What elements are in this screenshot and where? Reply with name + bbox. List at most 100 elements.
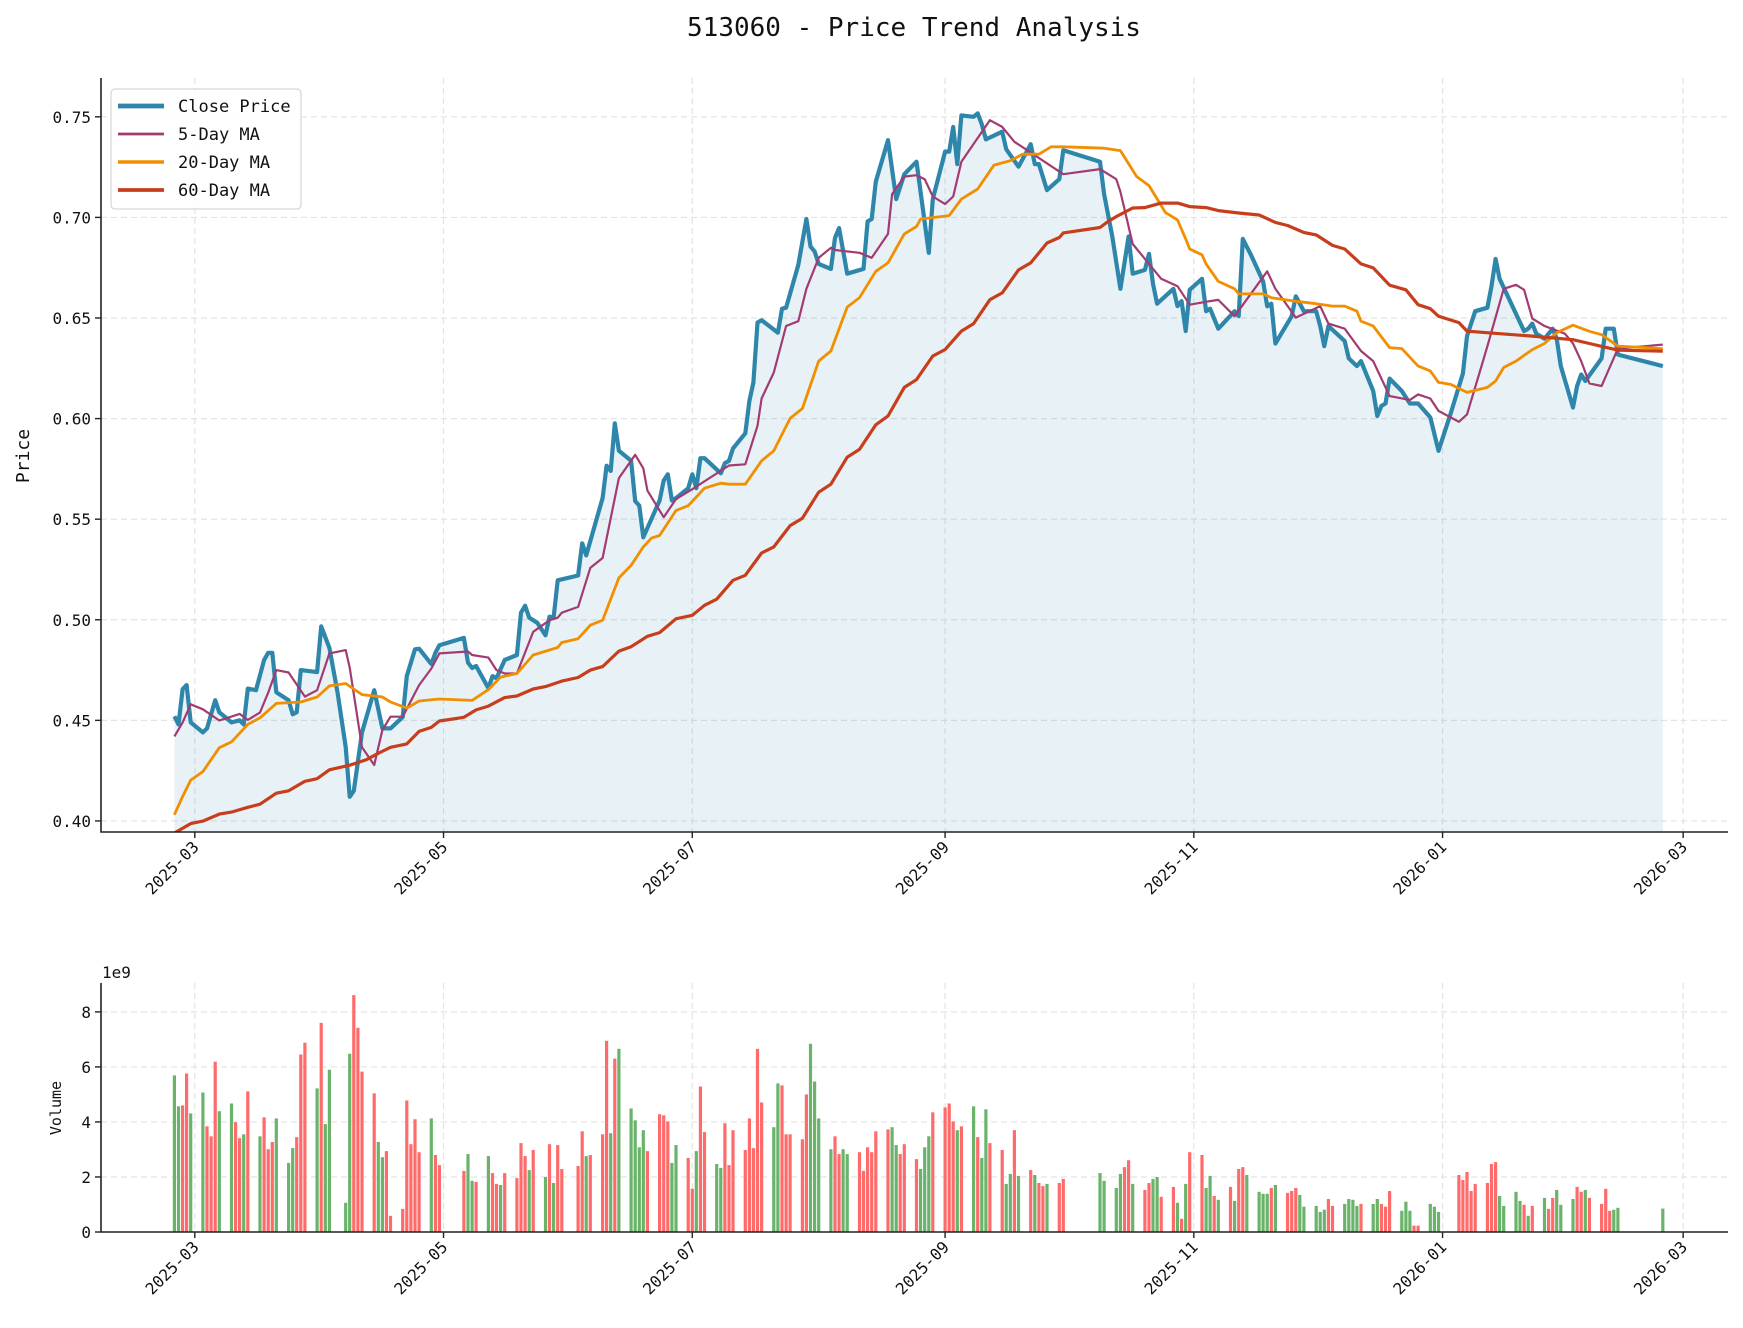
volume-bar [1127,1160,1131,1232]
volume-bar [747,1118,751,1232]
volume-bar [784,1134,788,1232]
volume-bar [499,1185,503,1232]
volume-bar [1579,1191,1583,1232]
volume-bar [1371,1203,1375,1232]
volume-bar [1041,1186,1045,1232]
volume-bar [401,1208,405,1232]
volume-bar [181,1105,185,1232]
legend-label-close: Close Price [178,97,291,117]
volume-bar [1473,1183,1477,1232]
volume-bar [266,1149,270,1232]
volume-bar [1522,1204,1526,1232]
volume-bar [217,1111,221,1232]
volume-bar [543,1177,548,1232]
volume-bar [176,1106,181,1232]
volume-bar [1616,1207,1620,1232]
ma20-line [173,145,1663,816]
volume-bar [1204,1188,1208,1232]
volume-bar [1375,1199,1379,1232]
volume-bar [1037,1183,1041,1232]
volume-bar [641,1130,645,1232]
volume-bar [515,1178,519,1232]
volume-bar [788,1134,792,1232]
volume-bar [829,1149,833,1232]
volume-bar [1261,1193,1265,1232]
volume-bar [547,1144,552,1232]
volume-bar [242,1134,246,1232]
volume-bar [1400,1210,1404,1232]
volume-axes-spine [100,983,1728,1233]
price-y-tick-label: 0.60 [52,410,91,429]
volume-bar [1098,1173,1102,1232]
volume-y-tick-label: 0 [81,1223,91,1242]
volume-bar [1322,1209,1326,1232]
volume-bar [613,1058,617,1232]
volume-bar [609,1133,613,1232]
volume-bar [1184,1183,1188,1232]
volume-bar [238,1138,242,1232]
volume-bar [1526,1215,1530,1232]
volume-bar [588,1155,592,1232]
volume-bar [1286,1192,1290,1232]
volume-bar [1118,1173,1122,1232]
volume-bar [914,1159,919,1232]
price-panel: 2025-03 2025-05 2025-07 2025-09 2025-11 2026-… [52,78,1728,899]
volume-bar [376,1142,380,1232]
volume-bar [474,1181,478,1232]
volume-bar [209,1136,213,1232]
volume-bar [388,1215,393,1232]
volume-bar [1241,1167,1245,1232]
volume-bar [686,1158,690,1232]
volume-bar [384,1151,388,1232]
volume-bar [861,1170,866,1232]
volume-bar [1237,1169,1241,1232]
volume-bar [837,1154,841,1232]
price-y-tick-label: 0.40 [52,812,91,831]
volume-bar [1012,1130,1016,1232]
volume-bar [927,1136,931,1232]
volume-bar [527,1170,531,1232]
volume-bar [841,1149,845,1232]
volume-bar [715,1164,719,1232]
legend-box [110,88,302,210]
volume-bar [702,1132,707,1232]
volume-bar [1228,1186,1233,1232]
volume-bar [1269,1188,1273,1232]
volume-bar [743,1150,747,1232]
volume-bar [1608,1210,1612,1232]
volume-bar [951,1121,955,1232]
price-axis-label: Price [13,429,34,483]
volume-bar [658,1114,662,1232]
volume-bar [1004,1183,1008,1232]
volume-bar [1188,1152,1192,1232]
volume-bar [719,1167,723,1232]
volume-bar [1265,1193,1269,1232]
volume-bar [1151,1178,1155,1232]
volume-bar [409,1144,413,1232]
price-x-tick-label: 2026-01 [1389,837,1450,898]
volume-bar [890,1127,894,1232]
ma60-line [173,201,1663,832]
volume-bar [1498,1196,1502,1232]
volume-bar [1404,1201,1408,1232]
volume-bar [315,1088,319,1232]
volume-bar [576,1166,580,1232]
volume-bar [1298,1194,1302,1232]
volume-bar [1016,1175,1021,1232]
volume-bar [1290,1191,1294,1232]
volume-bar [976,1137,980,1232]
volume-y-tick-label: 6 [81,1058,91,1077]
volume-bar [898,1154,902,1232]
volume-bar [1175,1202,1180,1232]
volume-bar [1551,1197,1555,1232]
volume-bar [348,1053,352,1232]
volume-bar [931,1112,935,1232]
volume-bar [519,1143,523,1232]
volume-bar [429,1118,433,1232]
volume-bar [1351,1199,1355,1232]
volume-bar [1542,1197,1547,1232]
volume-bar [637,1147,641,1232]
volume-offset-label: 1e9 [102,963,131,982]
volume-bar [417,1152,421,1232]
volume-y-tick-label: 8 [81,1003,91,1022]
